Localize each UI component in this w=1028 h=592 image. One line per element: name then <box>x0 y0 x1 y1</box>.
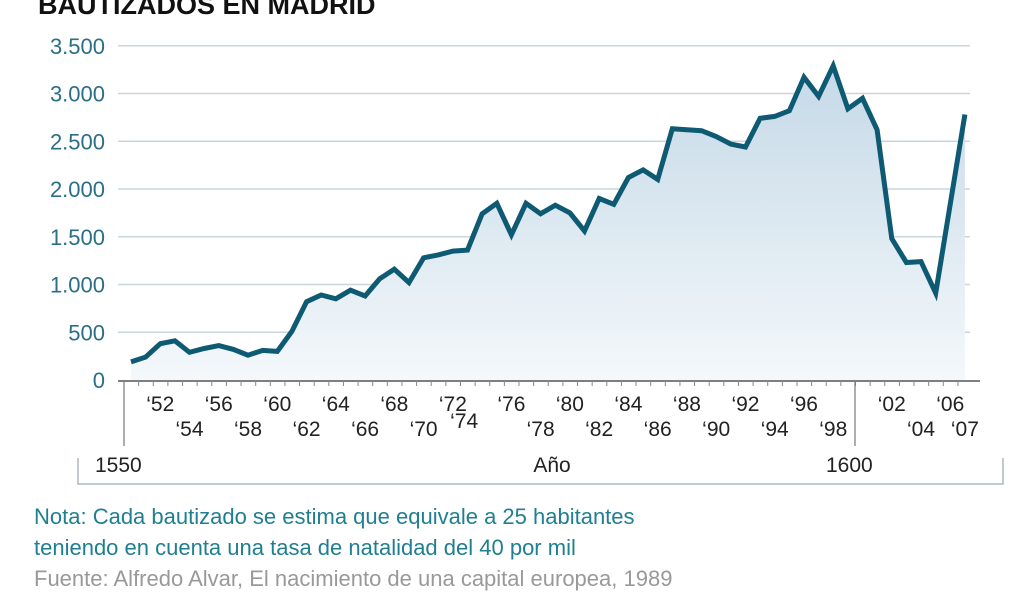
note-line-2: teniendo en cuenta una tasa de natalidad… <box>34 535 576 560</box>
note-line-1: Nota: Cada bautizado se estima que equiv… <box>34 504 635 529</box>
y-tick-label: 500 <box>68 320 105 345</box>
x-axis: 1550 1600‘52‘54‘56‘58‘60‘62‘64‘66‘68‘70‘7… <box>77 380 1004 485</box>
chart-title: BAUTIZADOS EN MADRID <box>38 0 376 20</box>
y-axis: 0 500 1.000 1.500 2.000 2.500 3.000 3.500 <box>50 34 105 393</box>
x-tick-label: ‘58 <box>234 418 262 441</box>
x-tick-label: ‘64 <box>322 393 350 416</box>
x-tick-label: ‘72 <box>439 393 467 416</box>
x-tick-label: ‘62 <box>293 418 321 441</box>
series-line <box>130 59 968 365</box>
x-tick-label: ‘76 <box>497 393 525 416</box>
y-tick-label: 3.000 <box>50 82 105 107</box>
x-tick-label: ‘04 <box>907 418 935 441</box>
y-tick-label: 3.500 <box>50 34 105 59</box>
x-tick-label: ‘96 <box>790 393 818 416</box>
x-tick-label: ‘06 <box>936 393 964 416</box>
y-tick-label: 2.000 <box>50 177 105 202</box>
x-tick-label: ‘68 <box>380 393 408 416</box>
x-tick-label: ‘92 <box>731 393 759 416</box>
axis-bracket <box>77 458 1004 485</box>
x-tick-label: ‘88 <box>673 393 701 416</box>
x-tick-label: ‘86 <box>644 418 672 441</box>
x-tick-label: ‘54 <box>176 418 204 441</box>
baptisms-chart: BAUTIZADOS EN MADRID 0 500 1.000 1.500 2.000… <box>38 0 1004 485</box>
x-tick-label: ‘84 <box>614 393 642 416</box>
source-text: Fuente: Alfredo Alvar, El nacimiento de … <box>34 566 673 591</box>
x-tick-label: ‘52 <box>146 393 174 416</box>
x-tick-label: ‘60 <box>263 393 291 416</box>
century-label: 1550 <box>95 454 142 477</box>
x-tick-label: ‘74 <box>450 410 478 433</box>
x-tick-label: ‘66 <box>351 418 379 441</box>
x-tick-label: ‘82 <box>585 418 613 441</box>
x-tick-label: ‘70 <box>410 418 438 441</box>
y-tick-label: 1.500 <box>50 225 105 250</box>
y-tick-label: 1.000 <box>50 273 105 298</box>
x-tick-label: ‘78 <box>527 418 555 441</box>
x-tick-label: ‘90 <box>702 418 730 441</box>
area-fill <box>131 65 965 381</box>
y-tick-label: 2.500 <box>50 129 105 154</box>
x-tick-label: ‘02 <box>878 393 906 416</box>
x-axis-label: Año <box>533 454 570 477</box>
x-tick-label: ‘80 <box>556 393 584 416</box>
x-tick-label: ‘56 <box>205 393 233 416</box>
century-label: 1600 <box>826 454 873 477</box>
x-tick-label: ‘94 <box>761 418 789 441</box>
x-tick-label: ‘07 <box>951 418 979 441</box>
x-tick-label: ‘98 <box>819 418 847 441</box>
y-tick-label: 0 <box>93 368 105 393</box>
